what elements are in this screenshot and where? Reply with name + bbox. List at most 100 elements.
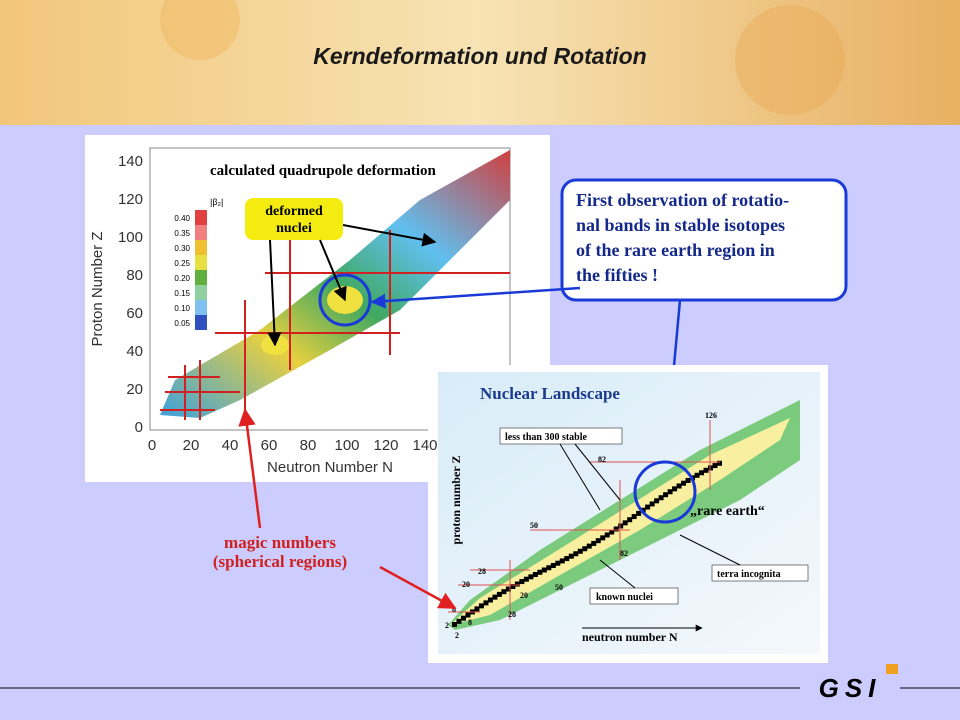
- magic-arrow: [238, 408, 262, 529]
- annotation-line: deformed: [265, 204, 323, 219]
- colorbar-swatch: [195, 285, 207, 300]
- colorbar-tick: 0.05: [174, 319, 190, 328]
- stable-nucleus: [487, 597, 493, 603]
- label-box: [711, 564, 809, 582]
- callout-text: First observation of rotatio-nal bands i…: [576, 190, 789, 285]
- stable-nucleus: [519, 579, 525, 585]
- magic-label: 82: [620, 549, 628, 558]
- stable-nucleus: [613, 526, 619, 532]
- stable-nucleus: [546, 565, 552, 571]
- stable-nucleus: [465, 612, 471, 618]
- callout-line: nal bands in stable isotopes: [576, 215, 785, 235]
- terra-label: terra incognita: [717, 569, 781, 580]
- colorbar-swatch: [195, 300, 207, 315]
- stable-nucleus: [452, 622, 457, 627]
- colorbar-swatch: [195, 255, 207, 270]
- stable-nucleus: [532, 572, 538, 578]
- figure-title: calculated quadrupole deformation: [210, 163, 436, 179]
- stable-nucleus: [618, 523, 624, 529]
- stable-nucleus: [640, 507, 646, 513]
- colorbar-tick: 0.20: [174, 274, 190, 283]
- stable-nucleus: [658, 495, 664, 501]
- stable-nucleus: [654, 498, 660, 504]
- colorbar-tick: 0.40: [174, 214, 190, 223]
- colorbar-tick: 0.10: [174, 304, 190, 313]
- y-tick-label: 40: [126, 343, 143, 360]
- highlight-circle: [318, 273, 372, 327]
- y-tick-label: 20: [126, 381, 143, 398]
- colorbar-tick: 0.15: [174, 289, 190, 298]
- stable-nucleus: [609, 529, 615, 535]
- stable-nucleus: [492, 594, 498, 600]
- known-label: known nuclei: [596, 592, 653, 603]
- magic-label: 20: [520, 591, 528, 600]
- stable-nucleus: [483, 600, 489, 606]
- callout-line: of the rare earth region in: [576, 240, 775, 260]
- decor: [735, 5, 845, 115]
- slide-title: Kerndeformation und Rotation: [313, 43, 646, 69]
- label-pointers: [559, 443, 741, 589]
- stable-label: less than 300 stable: [505, 432, 588, 443]
- stable-nucleus: [595, 538, 601, 544]
- y-tick-label: 100: [118, 229, 143, 246]
- colorbar-tick: 0.35: [174, 229, 190, 238]
- label-box: [589, 587, 679, 605]
- colorbar-label: |β₂|: [210, 197, 223, 207]
- stable-nucleus: [622, 520, 628, 526]
- x-tick-label: 120: [373, 437, 398, 454]
- stable-nucleus: [514, 581, 520, 587]
- rare-earth-label: „rare earth“: [690, 504, 765, 519]
- stable-nucleus: [573, 551, 579, 557]
- magic-lines: [448, 420, 720, 620]
- stable-nucleus: [672, 486, 678, 492]
- decor: [160, 0, 240, 60]
- y-tick-label: 0: [135, 419, 143, 436]
- stable-nucleus: [564, 556, 570, 562]
- magic-label: 50: [555, 583, 563, 592]
- y-tick-label: 120: [118, 191, 143, 208]
- magic-label: 126: [705, 411, 717, 420]
- stable-nucleus: [559, 558, 565, 564]
- stable-nucleus: [663, 492, 669, 498]
- magic-label: 2: [455, 631, 459, 640]
- magic-label: 28: [478, 567, 486, 576]
- stable-nucleus: [456, 618, 462, 624]
- stable-nucleus: [501, 589, 507, 595]
- stable-nucleus: [681, 480, 687, 486]
- stable-nucleus: [645, 504, 651, 510]
- callout-box: [560, 178, 848, 302]
- callout-line: the fifties !: [576, 265, 658, 285]
- stable-nucleus: [474, 606, 480, 612]
- stable-nucleus: [528, 574, 534, 580]
- stable-nucleus: [510, 583, 516, 589]
- highlight-circle: [633, 460, 697, 524]
- stable-nucleus: [555, 560, 561, 566]
- magic-label: 8: [452, 605, 456, 614]
- y-tick-label: 80: [126, 267, 143, 284]
- magic-note: magic numbers: [224, 533, 336, 552]
- logo-bg: [800, 675, 900, 699]
- y-tick-label: 140: [118, 153, 143, 170]
- figure-title: Nuclear Landscape: [480, 384, 620, 403]
- stable-nucleus: [537, 569, 543, 575]
- colorbar-tick: 0.25: [174, 259, 190, 268]
- stable-nucleus: [636, 510, 642, 516]
- magic-label: 82: [598, 455, 606, 464]
- x-tick-label: 60: [261, 437, 278, 454]
- stable-nucleus: [604, 532, 610, 538]
- x-tick-label: 100: [334, 437, 359, 454]
- stable-nucleus: [694, 472, 700, 478]
- y-axis-label: Proton Number Z: [89, 231, 106, 346]
- stable-nucleus: [478, 603, 484, 609]
- magic-label: 2: [445, 621, 449, 630]
- stable-nucleus: [460, 615, 466, 621]
- stable-nucleus: [496, 591, 502, 597]
- stable-nucleus: [717, 460, 722, 466]
- x-tick-label: 80: [300, 437, 317, 454]
- stable-nucleus: [505, 586, 511, 592]
- magic-label: 50: [530, 521, 538, 530]
- colorbar-swatch: [195, 315, 207, 330]
